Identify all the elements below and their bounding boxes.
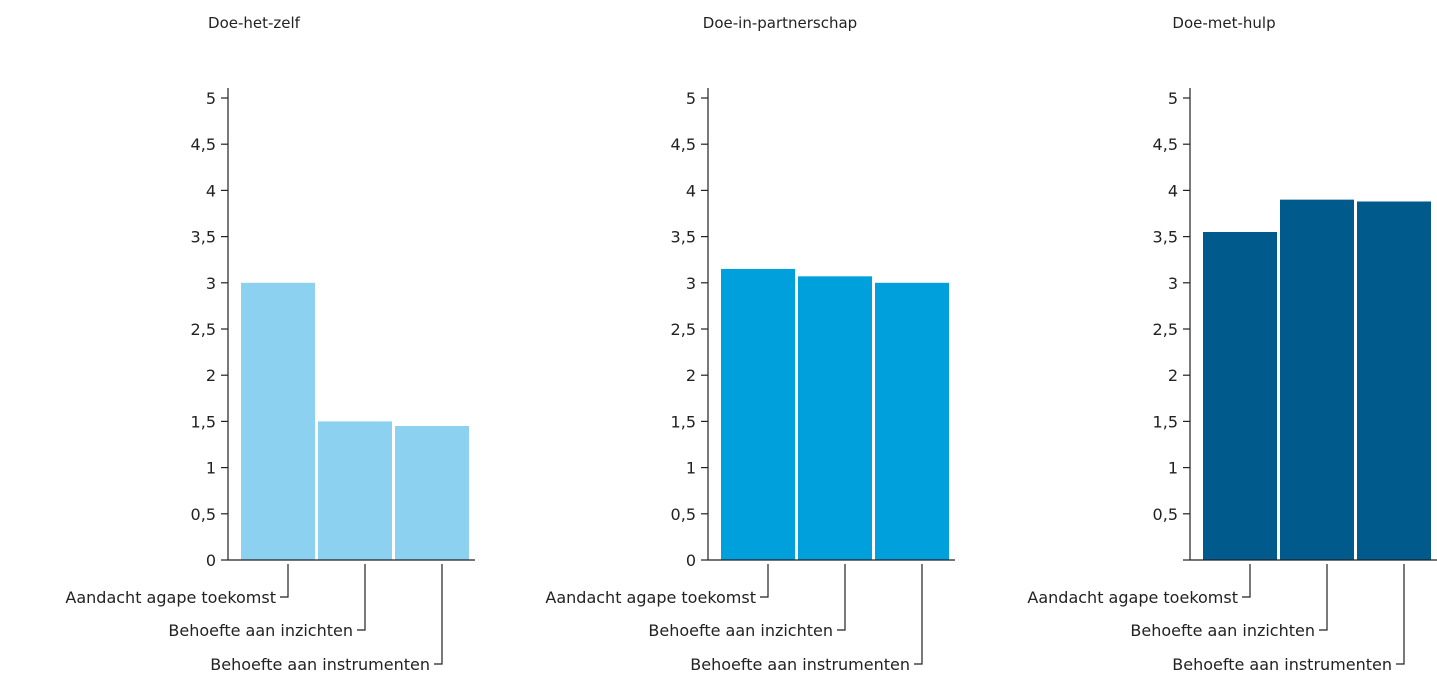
y-tick-label: 2,5 xyxy=(671,320,696,339)
y-tick-label: 3,5 xyxy=(191,228,216,247)
y-tick-label: 4,5 xyxy=(1153,135,1178,154)
y-tick-label: 2 xyxy=(206,366,216,385)
bar-2 xyxy=(318,421,392,560)
category-leader-line xyxy=(357,564,366,631)
bar-1 xyxy=(241,282,315,560)
y-tick-label: 1 xyxy=(686,459,696,478)
y-tick-label: 3 xyxy=(206,274,216,293)
y-tick-label: 0,5 xyxy=(191,505,216,524)
category-leader-line xyxy=(280,564,289,598)
chart-panel-3: Doe-met-hulp 0,5 1 1,5 2 2,5 3 3,5 4 4,5 5 Aandacht… xyxy=(1027,14,1437,674)
category-label: Aandacht agape toekomst xyxy=(65,588,276,607)
chart-title: Doe-het-zelf xyxy=(208,14,301,32)
category-label: Behoefte aan inzichten xyxy=(648,621,833,640)
y-tick-label: 1 xyxy=(206,459,216,478)
chart-title: Doe-met-hulp xyxy=(1172,14,1275,32)
category-label: Aandacht agape toekomst xyxy=(545,588,756,607)
bar-1 xyxy=(1203,231,1277,561)
y-tick-label: 0,5 xyxy=(1153,505,1178,524)
y-tick-label: 3,5 xyxy=(1153,228,1178,247)
y-tick-label: 3,5 xyxy=(671,228,696,247)
category-leader-line xyxy=(1396,564,1405,665)
y-tick-label: 4 xyxy=(686,181,696,200)
category-leader-line xyxy=(914,564,923,665)
bar-1 xyxy=(721,268,795,560)
category-leader-line xyxy=(1319,564,1328,631)
category-label: Aandacht agape toekomst xyxy=(1027,588,1238,607)
category-label: Behoefte aan instrumenten xyxy=(1172,655,1392,674)
y-tick-label: 2,5 xyxy=(1153,320,1178,339)
chart-title: Doe-in-partnerschap xyxy=(703,14,857,32)
category-label: Behoefte aan inzichten xyxy=(168,621,353,640)
bar-2 xyxy=(798,276,872,560)
bar-3 xyxy=(875,282,949,560)
category-label: Behoefte aan instrumenten xyxy=(690,655,910,674)
category-leader-line xyxy=(1242,564,1251,598)
y-tick-label: 2 xyxy=(686,366,696,385)
y-tick-label: 3 xyxy=(686,274,696,293)
bar-2 xyxy=(1280,199,1354,560)
category-label: Behoefte aan instrumenten xyxy=(210,655,430,674)
bar-3 xyxy=(1357,201,1431,560)
category-leader-line xyxy=(434,564,443,665)
y-tick-label: 1,5 xyxy=(1153,412,1178,431)
chart-panel-1: Doe-het-zelf 0 0,5 1 1,5 2 2,5 3 3,5 4 4,5 5 Aandach… xyxy=(65,14,475,674)
y-tick-label: 1,5 xyxy=(671,412,696,431)
y-tick-label: 2 xyxy=(1168,366,1178,385)
y-tick-label: 4 xyxy=(206,181,216,200)
y-tick-label: 1,5 xyxy=(191,412,216,431)
category-label: Behoefte aan inzichten xyxy=(1130,621,1315,640)
y-tick-label: 0 xyxy=(206,551,216,570)
y-tick-label: 0 xyxy=(686,551,696,570)
y-tick-label: 4 xyxy=(1168,181,1178,200)
y-tick-label: 5 xyxy=(686,89,696,108)
y-tick-label: 1 xyxy=(1168,459,1178,478)
y-tick-label: 3 xyxy=(1168,274,1178,293)
y-tick-label: 0,5 xyxy=(671,505,696,524)
category-leader-line xyxy=(760,564,769,598)
y-tick-label: 5 xyxy=(206,89,216,108)
y-tick-label: 2,5 xyxy=(191,320,216,339)
y-tick-label: 5 xyxy=(1168,89,1178,108)
category-leader-line xyxy=(837,564,846,631)
y-tick-label: 4,5 xyxy=(191,135,216,154)
bar-3 xyxy=(395,426,469,560)
y-tick-label: 4,5 xyxy=(671,135,696,154)
chart-panel-2: Doe-in-partnerschap 0 0,5 1 1,5 2 2,5 3 3,5 4 4,5 5… xyxy=(545,14,955,674)
